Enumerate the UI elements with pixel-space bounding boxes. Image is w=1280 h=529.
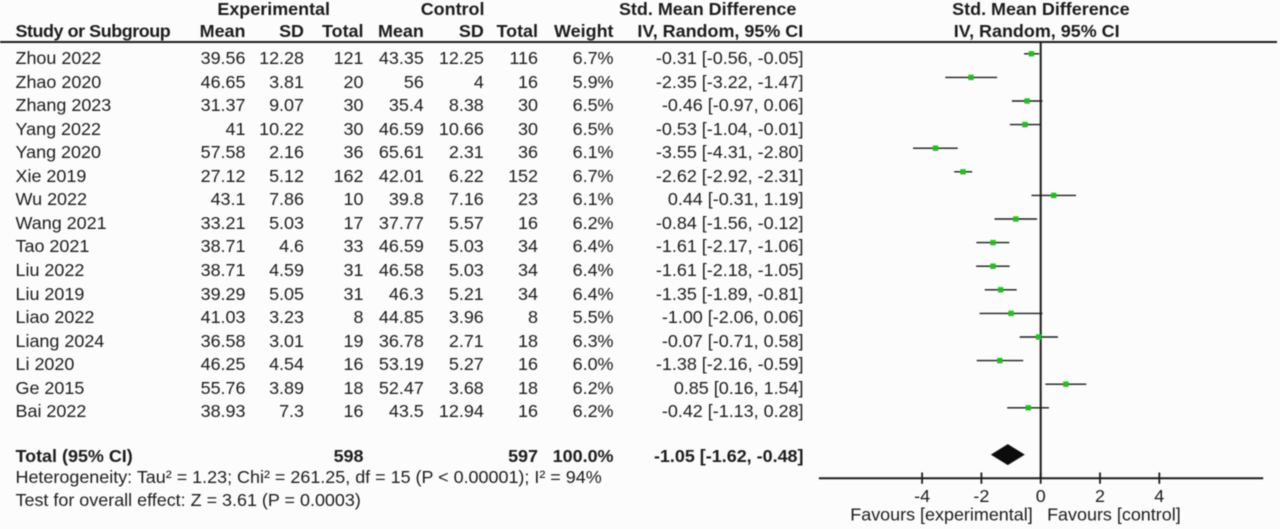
svg-text:2: 2 xyxy=(1095,486,1105,506)
svg-text:Favours [control]: Favours [control] xyxy=(1047,504,1181,524)
svg-text:4: 4 xyxy=(1154,486,1164,506)
svg-text:Favours [experimental]: Favours [experimental] xyxy=(850,504,1032,524)
svg-text:-2: -2 xyxy=(973,486,989,506)
svg-text:0: 0 xyxy=(1036,486,1046,506)
svg-text:-4: -4 xyxy=(914,486,930,506)
